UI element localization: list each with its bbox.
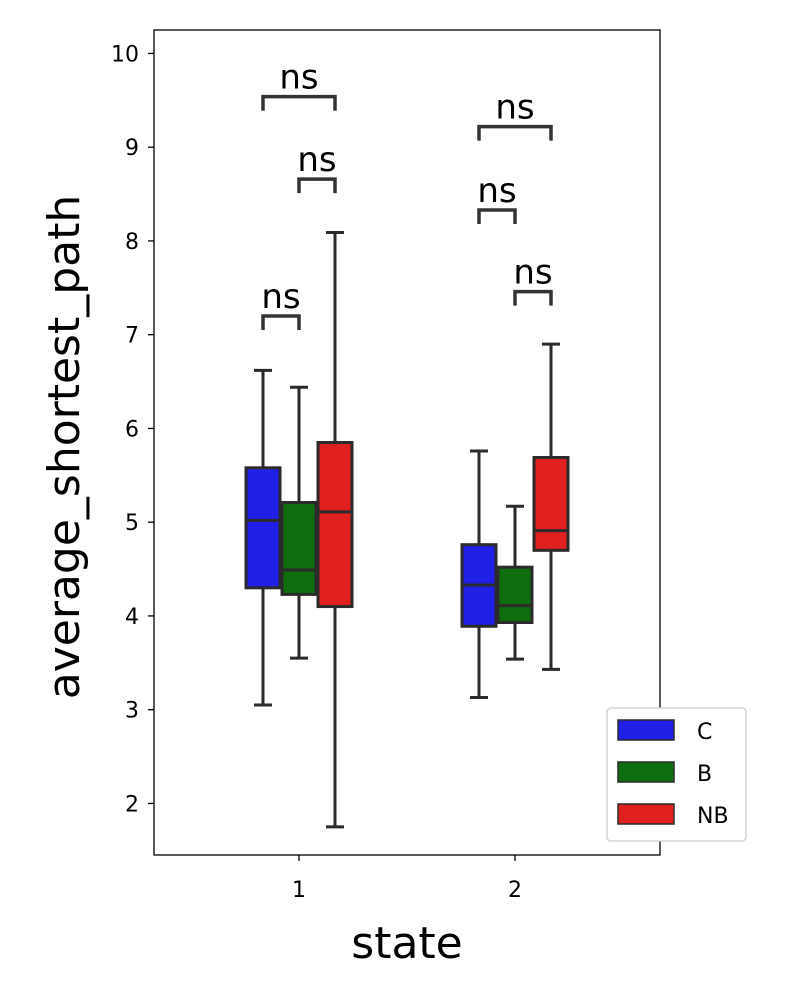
y-axis: 2 3 4 5 6 7 8 9 10 <box>111 42 154 817</box>
significance-annotation: ns <box>261 58 337 111</box>
annotations-layer: ns ns ns ns ns ns <box>261 58 553 330</box>
box-NB-state-2 <box>532 342 570 671</box>
significance-bracket <box>261 94 337 111</box>
significance-annotation: ns <box>261 277 301 330</box>
significance-bracket <box>297 177 337 194</box>
box-NB-state-1 <box>316 231 354 829</box>
significance-annotation: ns <box>477 88 553 141</box>
legend-label: C <box>697 720 712 745</box>
y-tick-label: 3 <box>125 699 139 724</box>
legend-item-B: B <box>617 761 712 787</box>
significance-label: ns <box>513 253 552 293</box>
box-body <box>532 456 570 552</box>
legend-swatch <box>617 761 675 783</box>
significance-bracket <box>261 314 301 330</box>
plot-frame <box>153 29 661 856</box>
legend-swatch <box>617 719 675 741</box>
y-tick-label: 2 <box>125 792 139 817</box>
legend-label: NB <box>697 804 729 829</box>
box-C-state-2 <box>460 449 498 699</box>
y-tick-label: 7 <box>125 324 139 349</box>
box-body <box>244 466 282 590</box>
significance-label: ns <box>297 140 336 180</box>
box-C-state-1 <box>244 368 282 707</box>
significance-label: ns <box>279 58 318 98</box>
y-tick-label: 9 <box>125 136 139 161</box>
significance-annotation: ns <box>513 253 553 306</box>
box-body <box>316 441 354 609</box>
significance-bracket <box>513 289 553 306</box>
legend-item-C: C <box>617 719 712 745</box>
y-tick-label: 5 <box>125 511 139 536</box>
significance-label: ns <box>495 88 534 128</box>
boxes-layer <box>244 231 570 829</box>
box-B-state-2 <box>496 504 534 661</box>
box-B-state-1 <box>280 385 318 660</box>
box-body <box>496 565 534 624</box>
significance-label: ns <box>261 277 300 317</box>
significance-label: ns <box>477 171 516 211</box>
legend-label: B <box>697 762 712 787</box>
y-tick-label: 6 <box>125 417 139 442</box>
legend-swatch <box>617 803 675 825</box>
significance-bracket <box>477 124 553 141</box>
x-tick-label: 2 <box>508 878 522 903</box>
y-tick-label: 10 <box>111 42 139 67</box>
significance-annotation: ns <box>477 171 517 224</box>
x-tick-label: 1 <box>292 878 306 903</box>
y-axis-label: average_shortest_path <box>39 195 90 699</box>
x-axis-label: state <box>351 918 462 969</box>
box-body <box>280 501 318 596</box>
y-tick-label: 8 <box>125 230 139 255</box>
significance-bracket <box>477 208 517 224</box>
significance-annotation: ns <box>297 140 337 194</box>
legend: CB NB <box>606 707 747 842</box>
y-tick-label: 4 <box>125 605 139 630</box>
legend-item-NB: NB <box>617 803 729 829</box>
